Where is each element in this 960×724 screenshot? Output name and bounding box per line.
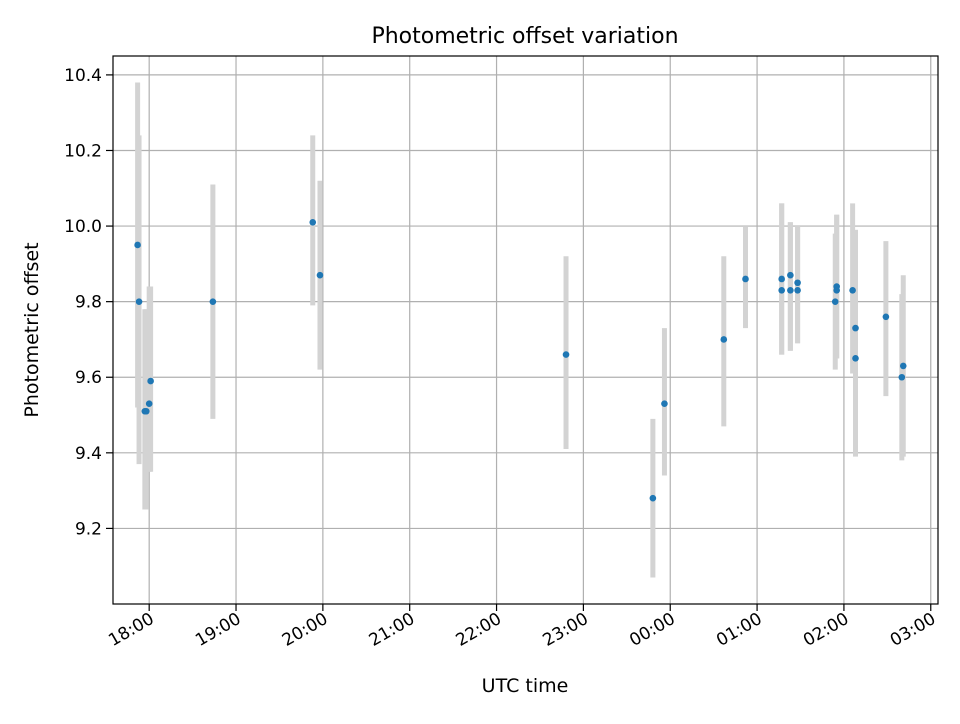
- data-point: [316, 271, 324, 279]
- y-tick-label: 9.2: [75, 519, 102, 539]
- x-axis-label: UTC time: [482, 675, 569, 697]
- data-point: [898, 373, 906, 381]
- data-point: [849, 287, 856, 294]
- y-tick-label: 10.0: [64, 217, 102, 237]
- data-point: [831, 298, 839, 305]
- data-point: [209, 298, 217, 305]
- y-tick-label: 9.8: [75, 293, 102, 313]
- plot-frame: [112, 55, 939, 605]
- data-point: [145, 400, 153, 407]
- y-tick-label: 9.6: [75, 368, 102, 388]
- chart-title: Photometric offset variation: [371, 24, 678, 49]
- data-point: [787, 287, 794, 294]
- tick-layer: 18:00 19:00 20:00 21:00 22:00 23:00 00:00 01:00…: [64, 66, 939, 651]
- x-tick-label: 00:00: [626, 609, 678, 651]
- x-tick-label: 21:00: [366, 609, 418, 651]
- data-point: [794, 279, 801, 287]
- data-point: [720, 336, 728, 343]
- data-point: [135, 298, 143, 305]
- x-tick-label: 20:00: [279, 609, 331, 651]
- y-tick-label: 10.4: [64, 66, 102, 86]
- y-axis-label: Photometric offset: [21, 242, 43, 417]
- data-point: [787, 271, 794, 279]
- data-point: [882, 313, 890, 321]
- data-point: [649, 494, 657, 502]
- data-point: [742, 275, 749, 283]
- grid-layer: [113, 56, 938, 604]
- data-point: [142, 407, 150, 415]
- x-tick-label: 19:00: [192, 609, 244, 651]
- x-tick-label: 01:00: [713, 609, 765, 651]
- data-point: [134, 241, 141, 249]
- y-tick-label: 9.4: [75, 444, 102, 464]
- data-point: [852, 324, 859, 332]
- x-tick-label: 02:00: [800, 609, 852, 651]
- data-point: [778, 287, 785, 294]
- data-point: [147, 377, 154, 385]
- data-point: [778, 275, 785, 283]
- errorbar-layer: [135, 82, 906, 578]
- data-point: [833, 287, 840, 294]
- y-tick-label: 10.2: [64, 141, 102, 161]
- data-point: [309, 218, 317, 226]
- data-point: [661, 400, 668, 407]
- x-tick-label: 22:00: [453, 609, 505, 651]
- x-tick-label: 18:00: [105, 609, 157, 651]
- point-layer: [134, 218, 907, 502]
- x-tick-label: 03:00: [887, 609, 939, 651]
- x-tick-label: 23:00: [539, 609, 591, 651]
- data-point: [562, 351, 570, 358]
- data-point: [899, 362, 907, 370]
- data-point: [852, 355, 859, 362]
- data-point: [794, 287, 801, 294]
